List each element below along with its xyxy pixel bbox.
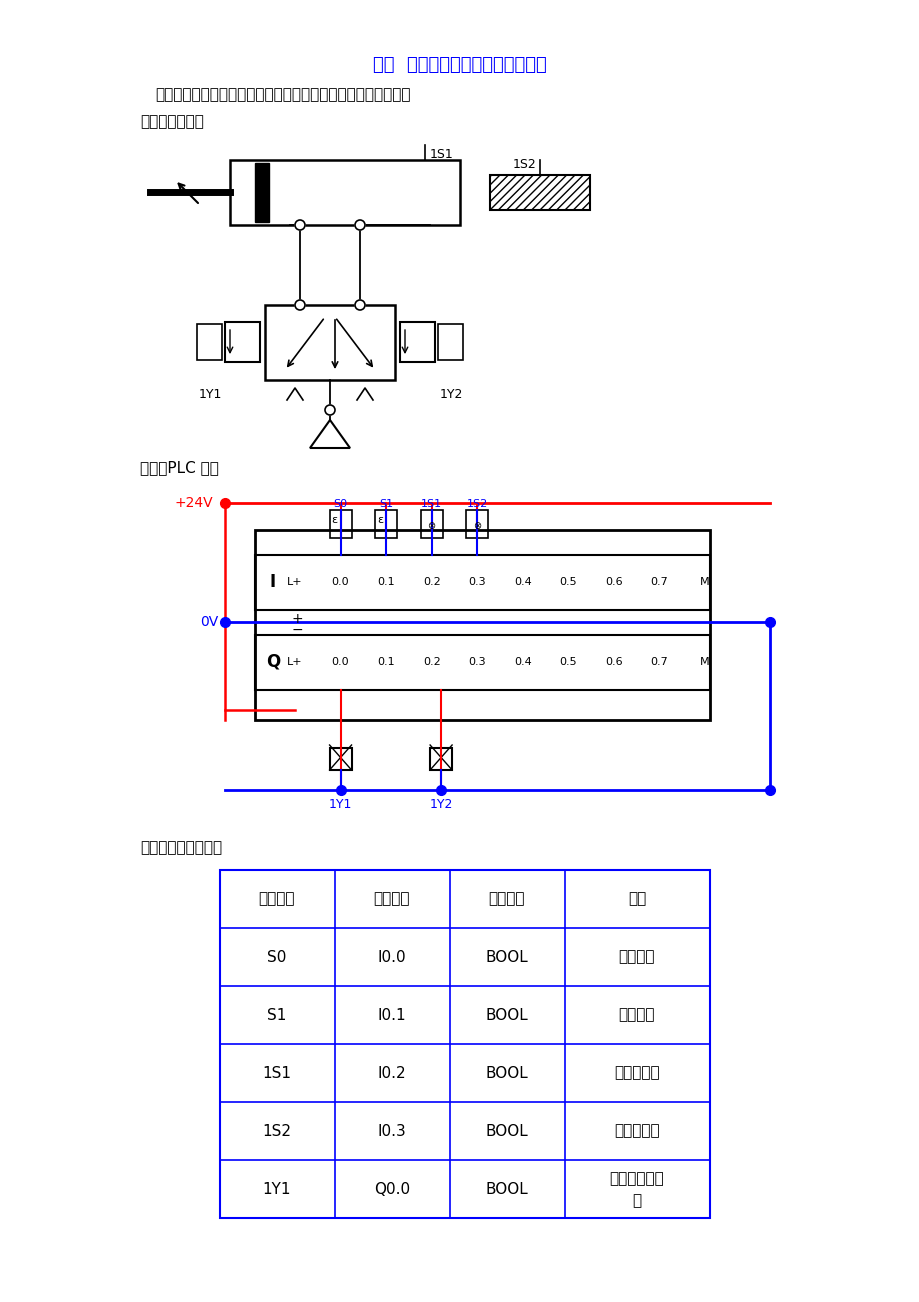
Bar [490,174,589,210]
Text: 0.5: 0.5 [559,658,576,667]
Text: I0.2: I0.2 [378,1065,406,1081]
Text: 停止按钮: 停止按钮 [618,1008,654,1022]
Text: 类据类型: 类据类型 [488,892,525,906]
Text: 1S1: 1S1 [429,148,453,161]
Text: I: I [269,573,276,591]
Text: 1Y1: 1Y1 [328,798,352,811]
Text: ⊗: ⊗ [427,521,436,531]
Bar [255,635,709,690]
Text: BOOL: BOOL [485,1181,528,1197]
Text: 0.3: 0.3 [468,658,485,667]
Text: I0.0: I0.0 [378,949,406,965]
Text: BOOL: BOOL [485,1124,528,1138]
Text: 启动按钮: 启动按钮 [618,949,654,965]
Text: ε: ε [331,516,337,525]
Text: 0.6: 0.6 [605,577,622,587]
Text: S1: S1 [379,499,392,509]
Text: 0.1: 0.1 [377,658,394,667]
Text: L+: L+ [287,577,302,587]
Text: 0.4: 0.4 [514,658,531,667]
Circle shape [295,220,305,230]
Bar [329,749,351,769]
Text: 0.1: 0.1 [377,577,394,587]
Text: M: M [699,658,709,667]
Bar [420,510,442,538]
Text: ε: ε [377,516,382,525]
Text: 绝对地址: 绝对地址 [373,892,410,906]
Text: ⊗: ⊗ [472,521,481,531]
Text: 位置传感器: 位置传感器 [614,1124,659,1138]
Text: 1S1: 1S1 [421,499,442,509]
Text: （一）气控回路: （一）气控回路 [140,115,204,129]
Circle shape [295,299,305,310]
Text: 0.2: 0.2 [423,577,440,587]
Bar [230,160,460,225]
Text: 说明: 说明 [627,892,645,906]
Text: S0: S0 [333,499,347,509]
Text: 1Y2: 1Y2 [439,388,462,401]
Text: I0.3: I0.3 [377,1124,406,1138]
Text: 0.2: 0.2 [423,658,440,667]
Bar [329,510,351,538]
Bar [375,510,397,538]
Bar [220,870,709,1217]
Text: 1Y2: 1Y2 [429,798,452,811]
Text: 符号地址: 符号地址 [258,892,295,906]
Text: 1S2: 1S2 [262,1124,291,1138]
Text: 0.6: 0.6 [605,658,622,667]
Circle shape [355,220,365,230]
Text: 1S1: 1S1 [262,1065,291,1081]
Bar [255,163,268,223]
Circle shape [355,299,365,310]
Text: 0.0: 0.0 [332,577,349,587]
Text: −: − [291,622,302,637]
Text: 0.7: 0.7 [650,658,667,667]
Text: BOOL: BOOL [485,1065,528,1081]
Bar [255,530,709,720]
Text: 1S2: 1S2 [466,499,487,509]
Text: 0V: 0V [199,615,218,629]
Text: 按启动按钮双作用气缸连续往复运动，按停止按钮，停止运动。: 按启动按钮双作用气缸连续往复运动，按停止按钮，停止运动。 [154,87,410,103]
Bar [265,305,394,380]
Text: 1S2: 1S2 [513,159,537,172]
Text: I0.1: I0.1 [378,1008,406,1022]
Text: 0.3: 0.3 [468,577,485,587]
Text: 1Y1: 1Y1 [199,388,221,401]
Bar [430,749,451,769]
Text: 1Y1: 1Y1 [263,1181,291,1197]
Text: （二）PLC 接线: （二）PLC 接线 [140,461,219,475]
Text: +24V: +24V [175,496,213,510]
Bar [225,322,260,362]
Text: BOOL: BOOL [485,949,528,965]
Text: 圈: 圈 [631,1194,641,1208]
Text: L+: L+ [287,658,302,667]
Text: 0.4: 0.4 [514,577,531,587]
Text: 0.5: 0.5 [559,577,576,587]
Bar [466,510,488,538]
Text: Q: Q [266,654,279,671]
Bar [437,324,462,359]
Text: S0: S0 [267,949,287,965]
Circle shape [324,405,335,415]
Text: 换向阀电磁线: 换向阀电磁线 [609,1172,664,1186]
Text: 0.7: 0.7 [650,577,667,587]
Text: 0.0: 0.0 [332,658,349,667]
Text: Q0.0: Q0.0 [373,1181,410,1197]
Text: （三）定义符号地址: （三）定义符号地址 [140,841,221,855]
Text: S1: S1 [267,1008,287,1022]
Bar [255,555,709,611]
Text: M: M [699,577,709,587]
Text: 例六  双作用气缸连续往复运动控制: 例六 双作用气缸连续往复运动控制 [373,56,546,74]
Bar [197,324,221,359]
Text: BOOL: BOOL [485,1008,528,1022]
Text: 位置传感器: 位置传感器 [614,1065,659,1081]
Text: +: + [291,612,302,626]
Bar [400,322,435,362]
